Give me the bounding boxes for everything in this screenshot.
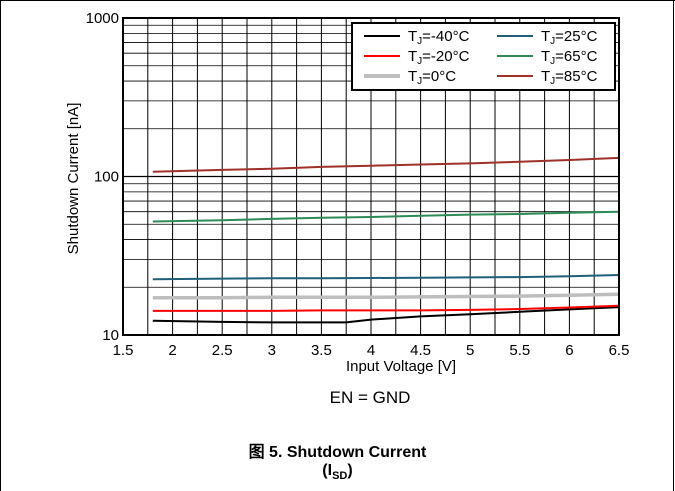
- legend-label: TJ=0°C: [408, 68, 456, 87]
- x-tick-label: 4: [367, 342, 375, 359]
- x-tick-label: 6: [565, 342, 573, 359]
- x-tick-label: 2.5: [212, 342, 233, 359]
- figure-caption: 图 5. Shutdown Current: [248, 444, 427, 461]
- x-tick-label: 5: [466, 342, 474, 359]
- figure-caption-symbol: (ISD): [322, 462, 353, 483]
- x-tick-label: 2: [168, 342, 176, 359]
- legend-label: TJ=85°C: [541, 68, 598, 87]
- x-tick-label: 3: [268, 342, 276, 359]
- frame-left-rule: [0, 0, 1, 491]
- series-line: [152, 306, 620, 324]
- legend-label: TJ=65°C: [541, 48, 598, 67]
- x-tick-labels: 1.5 2 2.5 3 3.5 4 4.5 5 5.5 6 6.5: [113, 342, 630, 359]
- chart-series: [152, 156, 620, 324]
- series-line: [152, 274, 620, 281]
- y-axis-label: Shutdown Current [nA]: [65, 103, 82, 255]
- chart-legend: TJ=-40°C TJ=25°C TJ=-20°C TJ=65°C TJ=0°C TJ=8…: [351, 22, 616, 91]
- caption-symbol-main: I: [327, 462, 333, 479]
- plot-border: [122, 17, 620, 336]
- y-tick-labels: 10 100 1000: [86, 10, 119, 344]
- legend-label: TJ=-20°C: [408, 48, 470, 67]
- series-line: [152, 292, 620, 300]
- x-tick-label: 4.5: [410, 342, 431, 359]
- x-tick-label: 1.5: [113, 342, 134, 359]
- x-tick-label: 3.5: [311, 342, 332, 359]
- series-line: [152, 210, 620, 223]
- x-tick-label: 5.5: [509, 342, 530, 359]
- y-tick-label: 10: [102, 327, 119, 344]
- legend-label: TJ=25°C: [541, 28, 598, 47]
- x-tick-label: 6.5: [609, 342, 630, 359]
- caption-symbol-sub: SD: [332, 470, 348, 483]
- series-line: [152, 156, 620, 173]
- legend-label: TJ=-40°C: [408, 28, 470, 47]
- condition-label: EN = GND: [329, 388, 411, 407]
- y-tick-label: 1000: [86, 10, 119, 27]
- frame-right-rule: [673, 0, 674, 491]
- frame-top-rule: [0, 0, 675, 1]
- shutdown-current-chart: 1.5 2 2.5 3 3.5 4 4.5 5 5.5 6 6.5 10 100 1000 Input …: [65, 10, 630, 375]
- y-tick-label: 100: [94, 169, 119, 186]
- x-axis-label: Input Voltage [V]: [346, 358, 456, 375]
- series-line: [152, 304, 620, 312]
